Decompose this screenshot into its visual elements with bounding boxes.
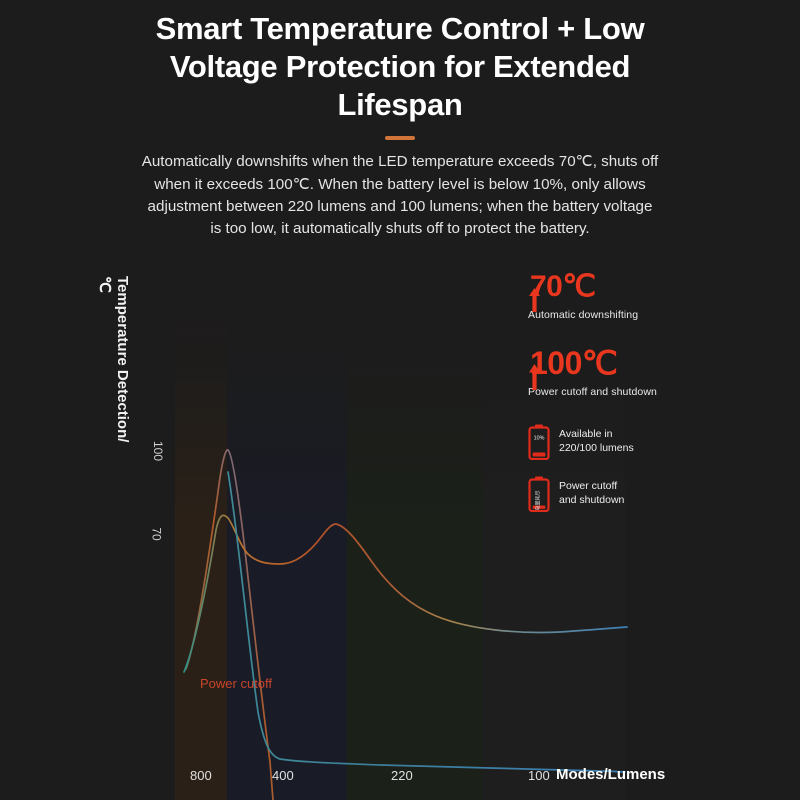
- legend-item-100c: 100℃ Power cutoff and shutdown: [528, 347, 708, 398]
- x-tick-100: 100: [528, 768, 550, 783]
- temp-100-caption: Power cutoff and shutdown: [528, 386, 657, 398]
- x-tick-400: 400: [272, 768, 294, 783]
- title-divider: [385, 136, 415, 141]
- series-baseline-curve: [227, 471, 626, 773]
- svg-text:10%: 10%: [534, 436, 545, 442]
- y-tick-70: 70: [149, 527, 164, 541]
- page-subtitle: Automatically downshifts when the LED te…: [141, 153, 659, 238]
- legend-item-70c: 70℃ Automatic downshifting: [528, 270, 708, 322]
- header: Smart Temperature Control + Low Voltage …: [0, 0, 800, 241]
- temp-100-value-row: 100℃: [528, 345, 708, 390]
- series-regulated-curve: [183, 514, 628, 673]
- temp-70-caption: Automatic downshifting: [528, 309, 639, 321]
- legend-item-battery-empty: 电量耗尽 Power cutoff and shutdown: [528, 476, 708, 512]
- battery-low-icon: 10%: [528, 424, 550, 460]
- y-tick-100: 100: [151, 440, 166, 462]
- legend-panel: 70℃ Automatic downshifting 100℃ Power cu…: [528, 272, 708, 512]
- battery-empty-text: Power cutoff and shutdown: [559, 480, 625, 506]
- x-axis-title: Modes/Lumens: [556, 766, 666, 783]
- page-title: Smart Temperature Control + Low Voltage …: [155, 11, 645, 122]
- battery-empty-icon: 电量耗尽: [528, 476, 550, 512]
- x-tick-220: 220: [391, 768, 413, 783]
- series-overheat-curve: [185, 449, 274, 800]
- temp-70-value-row: 70℃: [528, 270, 708, 312]
- svg-text:电量耗尽: 电量耗尽: [535, 490, 542, 510]
- battery-low-text: Available in 220/100 lumens: [559, 428, 634, 454]
- x-tick-800: 800: [190, 768, 212, 783]
- power-cutoff-annotation: Power cutoff: [200, 676, 273, 691]
- title-divider-wrap: [0, 136, 800, 141]
- chart-plot-svg: [183, 449, 628, 800]
- y-axis-title: Temperature Detection/℃: [96, 276, 131, 443]
- temp-70-value: 70℃: [530, 270, 596, 303]
- temp-100-value: 100℃: [530, 345, 618, 381]
- legend-item-battery-low: 10% Available in 220/100 lumens: [528, 424, 708, 460]
